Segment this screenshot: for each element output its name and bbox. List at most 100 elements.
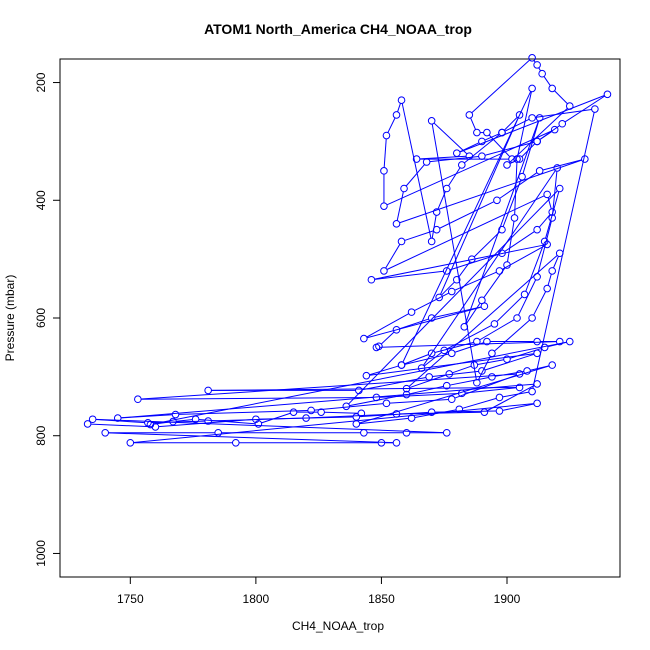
data-point [528, 314, 536, 322]
series-segment [383, 138, 387, 168]
data-point [473, 378, 481, 387]
series-segment [261, 412, 291, 424]
series-segment [439, 201, 495, 229]
series-segment [449, 377, 489, 386]
series-segment [503, 116, 518, 131]
data-point [478, 137, 486, 146]
data-point [457, 389, 466, 398]
data-point [392, 111, 401, 119]
data-point [533, 137, 541, 146]
data-point [447, 395, 456, 404]
series-segment [95, 418, 444, 434]
data-point [493, 196, 501, 205]
data-point [427, 408, 436, 416]
series-segment [369, 365, 399, 376]
data-point [442, 184, 451, 193]
data-point [191, 415, 200, 424]
series-segment [108, 432, 394, 444]
data-point [204, 417, 212, 425]
data-point [397, 361, 406, 369]
data-point [204, 386, 212, 395]
series-segment [539, 125, 560, 140]
data-point [171, 410, 180, 419]
series-segment [470, 117, 477, 130]
y-tick-label: 600 [34, 308, 48, 328]
data-point [392, 220, 401, 228]
data-point [543, 190, 551, 199]
data-point [400, 184, 408, 193]
data-point [402, 390, 411, 399]
data-point [377, 438, 386, 447]
data-point [214, 428, 223, 437]
data-point [483, 337, 491, 346]
data-point [503, 261, 511, 269]
series-segment [507, 221, 515, 262]
series-segment [538, 67, 541, 72]
series-segment [484, 353, 535, 371]
data-point [548, 208, 556, 216]
data-point [427, 117, 436, 125]
data-point [427, 237, 436, 246]
data-point [417, 364, 426, 372]
series-segment [483, 267, 506, 298]
series-segment [385, 244, 401, 269]
data-point [402, 428, 411, 437]
data-point [565, 102, 574, 110]
series-segment [448, 167, 461, 186]
series-segment [538, 214, 551, 228]
series-segment [518, 279, 537, 316]
series-segment [423, 352, 442, 367]
data-point [317, 408, 325, 416]
series-segment [399, 318, 429, 330]
series-segment [477, 359, 504, 365]
data-point [533, 380, 541, 388]
data-point [88, 415, 97, 424]
data-point [538, 69, 546, 78]
data-point [513, 155, 521, 163]
data-point [553, 164, 562, 172]
data-point [146, 420, 155, 429]
data-point [407, 414, 416, 422]
chart-title: ATOM1 North_America CH4_NOAA_trop [204, 21, 472, 37]
y-tick-label: 200 [34, 72, 48, 92]
data-point [397, 96, 406, 105]
series-segment [454, 271, 497, 291]
series-segment [366, 306, 482, 339]
data-point [254, 420, 263, 428]
series-segment [459, 95, 605, 153]
data-point [478, 296, 486, 305]
series-segment [314, 403, 384, 411]
series-segment [361, 376, 427, 391]
plot-frame [59, 58, 621, 578]
data-point [473, 128, 481, 137]
data-point [412, 155, 421, 163]
data-point [488, 349, 496, 358]
series-segment [387, 117, 396, 133]
series-segment [502, 179, 522, 227]
data-point [457, 161, 466, 169]
series-segment [433, 122, 468, 155]
data-point [495, 407, 504, 415]
series-segment [495, 371, 524, 377]
data-point [422, 158, 431, 166]
y-axis: 200 400 600 800 1000 [34, 72, 60, 567]
y-tick-label: 1000 [34, 540, 48, 567]
series-segment [374, 270, 444, 280]
data-point [533, 225, 541, 234]
series-segment [211, 417, 303, 422]
data-point [483, 128, 491, 137]
data-point [508, 155, 516, 163]
data-point [151, 423, 160, 431]
series-segment [374, 244, 545, 280]
series-segment [464, 120, 539, 324]
data-point [465, 152, 474, 160]
data-point [289, 408, 298, 416]
data-point [555, 337, 564, 346]
data-point [360, 334, 368, 343]
data-point [513, 314, 521, 322]
data-point [515, 155, 524, 163]
data-point [113, 414, 122, 422]
series-segment [458, 261, 471, 278]
data-point [520, 290, 529, 299]
